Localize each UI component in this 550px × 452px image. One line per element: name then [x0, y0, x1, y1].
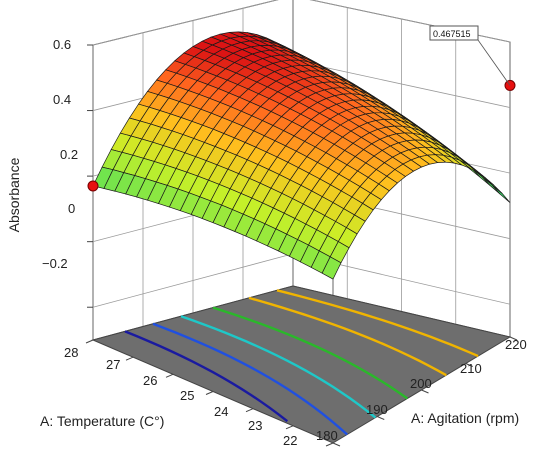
- chart-floor: [85, 285, 518, 447]
- surface-cell: [321, 256, 342, 280]
- x-tick-mark: [85, 339, 94, 344]
- z-tick-label: −0.2: [42, 256, 68, 271]
- x-axis-title: A: Temperature (C°): [40, 413, 164, 429]
- contour-line: [124, 330, 289, 423]
- y-tick-label: 180: [316, 428, 338, 443]
- design-point: [87, 180, 99, 192]
- y-tick-label: 200: [410, 376, 432, 391]
- x-tick-mark: [165, 373, 174, 378]
- contour-line: [152, 322, 348, 436]
- x-tick-mark: [125, 356, 134, 361]
- x-tick-label: 26: [143, 373, 157, 388]
- z-tick-label: 0.4: [53, 92, 71, 107]
- contour-line: [248, 296, 447, 377]
- response-surface: [92, 31, 511, 280]
- z-tick-label: 0.6: [53, 37, 71, 52]
- x-tick-mark: [325, 442, 334, 447]
- z-axis-title: Absorbance: [6, 157, 22, 232]
- y-tick-label: 210: [460, 361, 482, 376]
- y-axis-title: A: Agitation (rpm): [411, 410, 519, 426]
- x-tick-label: 24: [214, 404, 228, 419]
- x-tick-label: 22: [283, 433, 297, 448]
- y-tick-mark: [465, 363, 473, 367]
- y-tick-mark: [377, 416, 385, 420]
- contour-line: [276, 289, 479, 358]
- y-tick-mark: [509, 336, 518, 341]
- value-callout-box: [429, 25, 479, 41]
- design-points: [87, 39, 516, 192]
- x-tick-label: 25: [180, 388, 194, 403]
- y-tick-mark: [421, 389, 429, 394]
- contour-line: [212, 306, 409, 400]
- x-tick-mark: [245, 408, 254, 413]
- x-tick-mark: [285, 425, 294, 430]
- y-tick-label: 220: [505, 337, 527, 352]
- x-tick-label: 27: [106, 357, 120, 372]
- callout-leader: [477, 39, 511, 86]
- x-tick-label: 23: [248, 418, 262, 433]
- y-tick-label: 190: [366, 402, 388, 417]
- x-tick-mark: [205, 391, 214, 395]
- y-tick-mark: [332, 442, 341, 447]
- x-tick-label: 28: [64, 345, 78, 360]
- value-callout-text: 0.467515: [433, 29, 471, 39]
- z-tick-label: 0: [68, 201, 75, 216]
- contour-line: [180, 315, 377, 419]
- value-callout: 0.467515: [429, 25, 479, 41]
- z-tick-label: 0.2: [60, 147, 78, 162]
